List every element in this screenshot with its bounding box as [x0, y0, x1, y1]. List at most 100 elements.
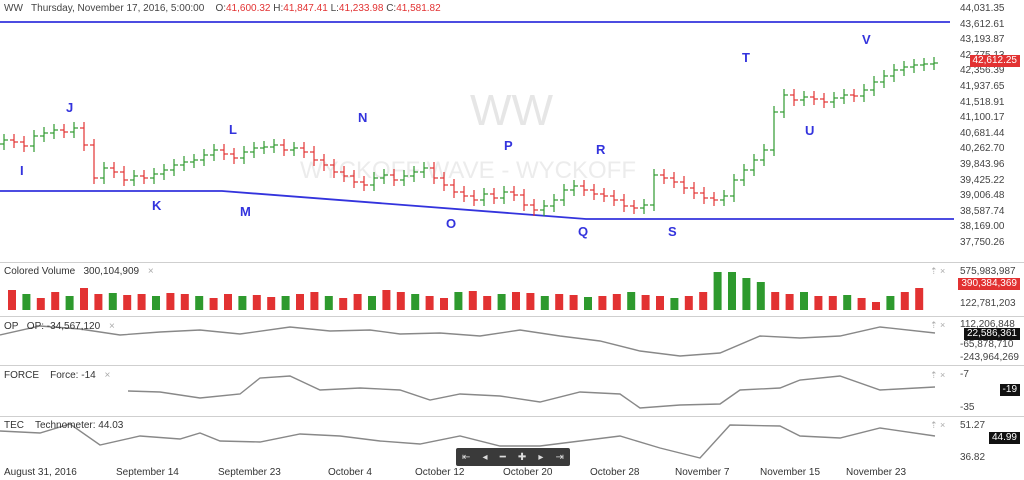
price-bar	[310, 146, 318, 166]
arrow-up-icon[interactable]: ⇡ ×	[930, 370, 946, 380]
price-bar	[170, 159, 178, 176]
date-tick-label: October 20	[503, 467, 553, 478]
volume-bar	[368, 296, 376, 310]
price-bar	[210, 144, 218, 161]
datetime: Thursday, November 17, 2016, 5:00:00	[31, 3, 205, 14]
volume-bar	[468, 291, 477, 310]
nav-next-icon[interactable]: ▸	[538, 451, 544, 463]
price-bar	[790, 89, 798, 106]
price-bar	[320, 154, 328, 171]
symbol: WW	[4, 3, 23, 14]
price-bar	[410, 166, 418, 182]
wave-label: T	[742, 50, 750, 65]
volume-axis-bottom: 122,781,203	[960, 298, 1016, 309]
price-bar	[800, 91, 808, 106]
indicator-line-0	[0, 325, 936, 357]
price-tick-label: 39,425.22	[960, 174, 1005, 186]
price-bar	[910, 59, 918, 73]
price-bar	[720, 190, 728, 206]
nav-first-icon[interactable]: ⇤	[462, 451, 471, 463]
volume-bar	[512, 292, 520, 310]
price-bar	[400, 170, 408, 186]
price-bar	[200, 149, 208, 166]
price-tick-label: 39,006.48	[960, 190, 1005, 202]
volume-bar	[569, 295, 578, 310]
wave-label: N	[358, 110, 367, 125]
volume-bar	[843, 295, 852, 310]
force-name: FORCE	[4, 370, 39, 381]
indicator-line-1	[127, 375, 936, 409]
price-bar	[630, 200, 638, 214]
price-bar	[640, 199, 648, 214]
close-x-icon[interactable]: ×	[104, 370, 111, 381]
price-bar	[570, 180, 578, 196]
price-bar	[710, 192, 718, 206]
price-bar	[90, 139, 98, 184]
pane-divider	[0, 416, 1024, 417]
price-bar	[660, 169, 668, 184]
price-bar	[30, 130, 38, 152]
nav-prev-icon[interactable]: ◂	[482, 451, 488, 463]
tec-axis-bottom: 36.82	[960, 452, 986, 463]
price-bar	[360, 176, 368, 191]
price-bar	[190, 154, 198, 168]
price-bar	[810, 91, 818, 105]
volume-bar	[425, 296, 434, 310]
price-bar	[300, 142, 308, 158]
chart-header: WW Thursday, November 17, 2016, 5:00:00 …	[4, 3, 441, 14]
volume-bar	[684, 296, 693, 310]
arrow-up-icon[interactable]: ⇡ ×	[930, 420, 946, 430]
indicator-line-2	[0, 423, 936, 459]
volume-bar	[22, 294, 31, 310]
force-last-tag: -19	[999, 384, 1020, 396]
wave-label: I	[20, 163, 24, 178]
nav-last-icon[interactable]: ⇥	[555, 451, 564, 463]
price-bar	[880, 70, 888, 88]
pane-divider	[0, 365, 1024, 366]
volume-bar	[612, 294, 621, 310]
price-bar	[440, 172, 448, 191]
high-value: 41,847.41	[283, 3, 328, 14]
volume-bar	[108, 293, 117, 310]
price-bar	[330, 159, 338, 178]
volume-bar	[785, 294, 794, 310]
close-x-icon[interactable]: ×	[108, 321, 115, 332]
price-bar	[350, 170, 358, 188]
arrow-up-icon[interactable]: ⇡ ×	[930, 266, 946, 276]
close-x-icon[interactable]: ×	[147, 266, 154, 277]
volume-bar	[540, 296, 549, 310]
price-bar	[820, 93, 828, 108]
price-bar	[510, 186, 518, 201]
nav-zoom-out-icon[interactable]: ━	[499, 451, 506, 463]
price-bar	[40, 127, 48, 142]
op-last-tag: 22,586,361	[963, 328, 1020, 340]
volume-bar	[857, 298, 866, 310]
volume-bar	[656, 296, 664, 310]
price-bar	[550, 194, 558, 212]
volume-bar	[483, 296, 492, 310]
chart-navigator[interactable]: ⇤ ◂ ━ ✚ ▸ ⇥	[456, 448, 570, 466]
price-bar	[280, 139, 288, 156]
date-tick-label: October 4	[328, 467, 372, 478]
volume-bar	[454, 292, 463, 310]
volume-bar	[94, 294, 103, 310]
volume-bar	[497, 294, 506, 310]
price-tick-label: 37,750.26	[960, 237, 1005, 248]
volume-bar	[180, 294, 189, 310]
price-bar	[520, 189, 528, 211]
volume-bar	[123, 295, 132, 310]
volume-bar	[166, 293, 175, 310]
volume-bar	[36, 298, 45, 310]
volume-bar	[137, 294, 146, 310]
nav-zoom-in-icon[interactable]: ✚	[517, 451, 527, 463]
volume-bar	[252, 295, 261, 310]
price-bar	[900, 61, 908, 76]
volume-bar	[224, 294, 232, 310]
volume-bar	[396, 292, 405, 310]
op-axis-3: -243,964,269	[960, 352, 1019, 363]
price-tick-label: 38,169.00	[960, 221, 1005, 233]
price-tick-label: 41,100.17	[960, 112, 1005, 124]
price-tick-label: 41,937.65	[960, 81, 1005, 92]
arrow-up-icon[interactable]: ⇡ ×	[930, 320, 946, 330]
